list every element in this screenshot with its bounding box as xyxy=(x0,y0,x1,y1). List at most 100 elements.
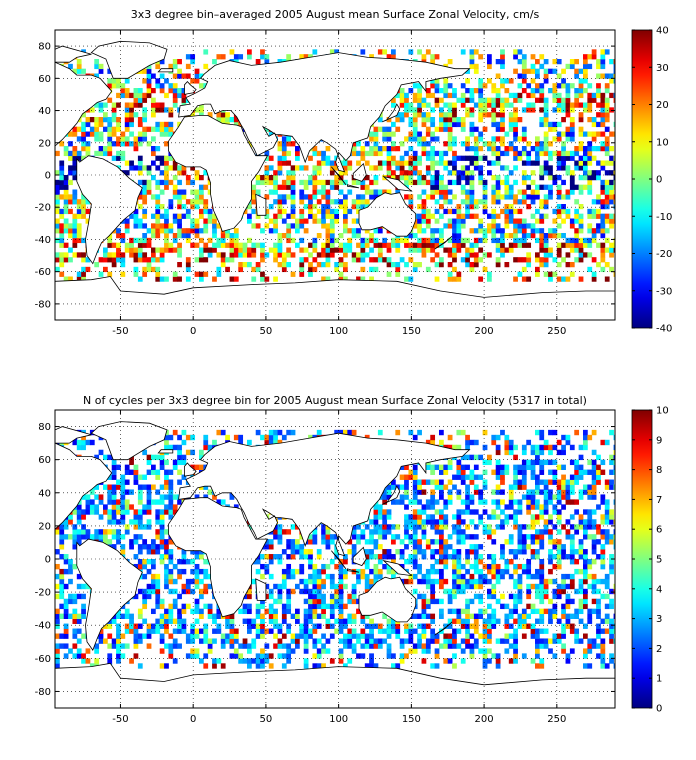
data-cell xyxy=(473,102,479,108)
data-cell xyxy=(103,623,108,629)
data-cell xyxy=(238,262,244,268)
data-cell xyxy=(94,136,100,142)
data-cell xyxy=(264,658,270,664)
data-cell xyxy=(111,504,117,510)
data-cell xyxy=(164,583,169,590)
data-cell xyxy=(286,262,292,268)
data-cell xyxy=(530,92,536,99)
data-cell xyxy=(177,233,182,239)
data-cell xyxy=(190,578,196,585)
data-cell xyxy=(404,237,409,244)
data-cell xyxy=(59,534,65,540)
data-cell xyxy=(229,242,235,248)
data-cell xyxy=(321,218,326,224)
data-cell xyxy=(111,78,117,84)
colorbar-tick-label: 0 xyxy=(656,175,662,186)
data-cell xyxy=(303,179,309,186)
data-cell xyxy=(604,204,610,210)
data-cell xyxy=(81,509,86,515)
data-cell xyxy=(425,126,431,132)
data-cell xyxy=(321,524,326,530)
data-cell xyxy=(133,474,139,480)
data-cell xyxy=(316,603,322,610)
data-cell xyxy=(500,233,505,239)
data-cell xyxy=(565,237,571,244)
data-cell xyxy=(76,223,82,229)
data-cell xyxy=(469,175,475,181)
data-cell xyxy=(233,434,239,441)
data-cell xyxy=(469,49,475,55)
data-cell xyxy=(312,608,318,615)
data-cell xyxy=(609,218,614,224)
data-cell xyxy=(316,218,322,224)
data-cell xyxy=(247,237,252,244)
data-cell xyxy=(495,136,501,142)
data-cell xyxy=(168,223,174,229)
data-cell xyxy=(469,189,475,195)
data-cell xyxy=(299,549,305,555)
data-cell xyxy=(395,247,401,253)
data-cell xyxy=(343,223,348,229)
data-cell xyxy=(425,170,431,176)
data-cell xyxy=(142,107,148,113)
data-cell xyxy=(181,73,187,79)
data-cell xyxy=(543,107,549,113)
data-cell xyxy=(543,204,549,210)
data-cell xyxy=(308,598,313,605)
data-cell xyxy=(129,107,134,113)
data-cell xyxy=(277,141,283,147)
data-cell xyxy=(412,112,418,118)
data-cell xyxy=(574,102,580,108)
data-cell xyxy=(343,618,348,624)
data-cell xyxy=(312,573,318,580)
data-cell xyxy=(478,117,484,123)
data-cell xyxy=(500,126,505,132)
data-cell xyxy=(81,276,86,282)
data-cell xyxy=(120,653,126,659)
data-cell xyxy=(190,434,196,441)
data-cell xyxy=(334,184,340,190)
data-cell xyxy=(578,117,584,123)
coastline xyxy=(90,40,168,79)
data-cell xyxy=(404,107,409,113)
data-cell xyxy=(600,247,606,253)
data-cell xyxy=(356,208,361,215)
data-cell xyxy=(137,519,143,525)
data-cell xyxy=(491,88,497,94)
data-cell xyxy=(356,233,361,239)
data-cell xyxy=(225,257,230,263)
data-cell xyxy=(63,554,69,560)
data-cell xyxy=(290,194,296,200)
data-cell xyxy=(68,534,73,540)
data-cell xyxy=(417,160,422,166)
data-cell xyxy=(151,573,156,580)
data-cell xyxy=(351,588,357,595)
data-cell xyxy=(596,92,601,99)
data-cell xyxy=(430,175,436,181)
data-cell xyxy=(133,271,139,277)
data-cell xyxy=(290,524,296,530)
data-cell xyxy=(535,228,540,234)
data-cell xyxy=(264,544,270,550)
data-cell xyxy=(212,494,217,500)
data-cell xyxy=(303,218,309,224)
data-cell xyxy=(574,92,580,99)
data-cell xyxy=(72,252,78,258)
data-cell xyxy=(613,73,615,79)
data-cell xyxy=(268,165,274,171)
data-cell xyxy=(312,49,318,55)
data-cell xyxy=(116,257,121,263)
data-cell xyxy=(116,233,121,239)
data-cell xyxy=(116,121,121,128)
data-cell xyxy=(72,218,78,224)
data-cell xyxy=(212,658,217,664)
data-cell xyxy=(194,464,200,470)
data-cell xyxy=(351,146,357,152)
data-cell xyxy=(443,112,449,118)
data-cell xyxy=(439,112,444,118)
data-cell xyxy=(434,276,440,282)
data-cell xyxy=(329,593,335,600)
data-cell xyxy=(94,454,100,461)
data-cell xyxy=(338,578,344,585)
data-cell xyxy=(587,83,593,89)
